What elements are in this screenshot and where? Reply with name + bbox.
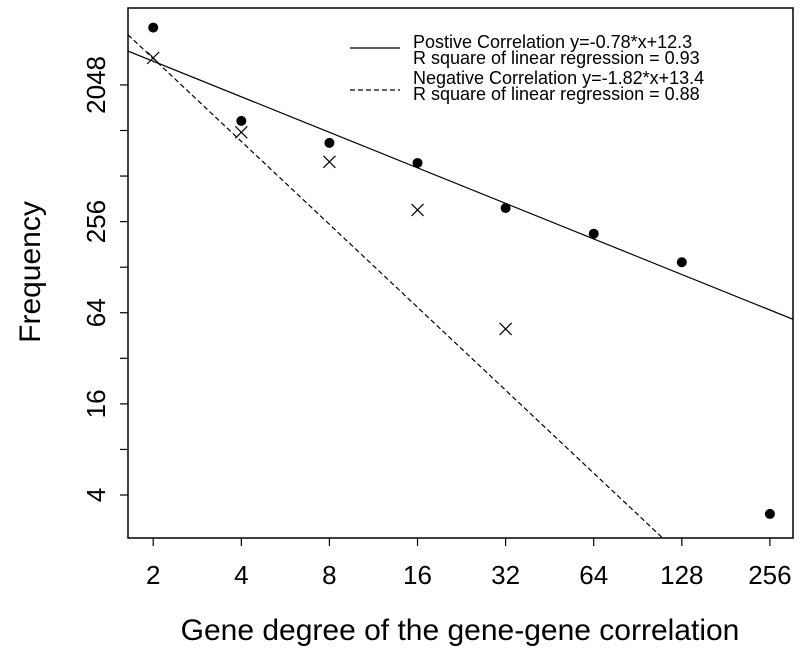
data-point — [588, 228, 599, 239]
x-tick-label: 128 — [660, 560, 703, 590]
x-tick-label: 4 — [234, 560, 248, 590]
x-tick-label: 8 — [322, 560, 336, 590]
data-point — [764, 508, 775, 519]
legend-label: Negative Correlation y=-1.82*x+13.4 — [413, 68, 704, 88]
y-tick-label: 64 — [81, 298, 111, 327]
x-tick-label: 32 — [491, 560, 520, 590]
data-point — [146, 51, 160, 65]
y-tick-label: 256 — [81, 200, 111, 243]
fit-line — [128, 50, 793, 320]
data-point — [499, 322, 513, 336]
plot-area — [128, 22, 793, 538]
data-point — [411, 203, 424, 217]
data-point — [148, 22, 159, 33]
data-point — [322, 155, 336, 169]
fit-line — [128, 34, 664, 538]
y-tick-label: 2048 — [81, 56, 111, 114]
x-tick-label: 2 — [146, 560, 160, 590]
x-tick-label: 256 — [748, 560, 791, 590]
data-point — [500, 202, 511, 213]
x-tick-label: 16 — [403, 560, 432, 590]
x-axis-title: Gene degree of the gene-gene correlation — [181, 614, 740, 647]
data-point — [324, 137, 335, 148]
legend-r-square: R square of linear regression = 0.93 — [413, 48, 700, 68]
x-tick-label: 64 — [579, 560, 608, 590]
data-point — [234, 125, 248, 139]
plot-frame — [127, 7, 794, 539]
y-axis-title: Frequency — [14, 201, 47, 343]
data-point — [676, 257, 687, 268]
y-tick-label: 16 — [81, 389, 111, 418]
y-tick-label: 4 — [81, 488, 111, 502]
legend-r-square: R square of linear regression = 0.88 — [413, 84, 700, 104]
data-point — [236, 115, 247, 126]
data-point — [412, 157, 423, 168]
legend-label: Postive Correlation y=-0.78*x+12.3 — [413, 32, 692, 52]
